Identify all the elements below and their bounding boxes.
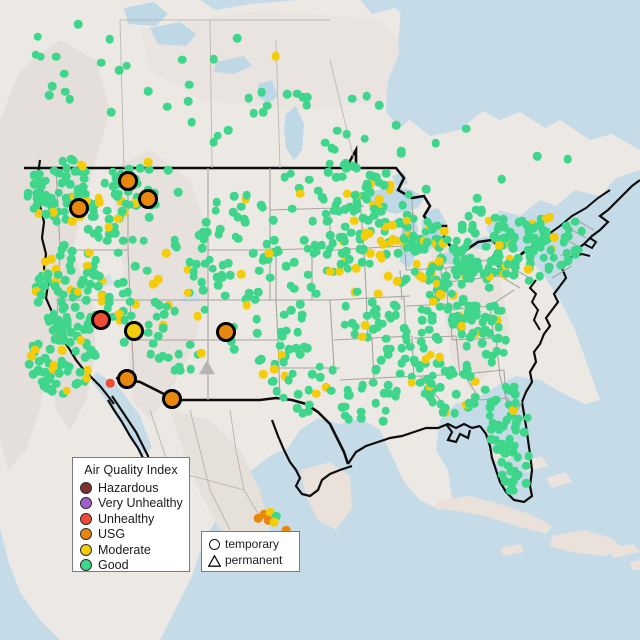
coastline-cape-cod bbox=[583, 237, 598, 250]
legend-item-very-unhealthy[interactable]: Very Unhealthy bbox=[80, 496, 183, 512]
aqi-legend-title: Air Quality Index bbox=[84, 463, 178, 477]
jamaica bbox=[500, 544, 524, 556]
baffin-channel bbox=[546, 44, 596, 96]
station-type-legend: temporary permanent bbox=[201, 531, 300, 572]
swatch-hazardous bbox=[80, 481, 92, 494]
coastline-gulf-mexico bbox=[270, 419, 353, 498]
legend-item-temporary[interactable]: temporary bbox=[207, 536, 294, 552]
reindeer-lake bbox=[258, 80, 278, 104]
legend-label-usg: USG bbox=[98, 527, 126, 541]
aqi-legend: Air Quality Index Hazardous Very Unhealt… bbox=[72, 457, 190, 572]
legend-label-good: Good bbox=[98, 558, 129, 572]
triangle-icon bbox=[207, 554, 221, 567]
circle-icon bbox=[209, 538, 220, 550]
yucatan-coast bbox=[300, 462, 352, 530]
bahamas-c bbox=[546, 472, 572, 488]
swatch-unhealthy bbox=[80, 512, 92, 525]
legend-item-usg[interactable]: USG bbox=[80, 527, 182, 543]
great-slave-lake bbox=[150, 22, 196, 46]
labrador-sea bbox=[596, 0, 640, 62]
coastline-atlantic-se bbox=[520, 285, 561, 403]
lake-winnipeg bbox=[284, 106, 304, 160]
legend-item-permanent[interactable]: permanent bbox=[207, 552, 294, 568]
swatch-very-unhealthy bbox=[80, 497, 92, 510]
legend-item-moderate[interactable]: Moderate bbox=[80, 542, 182, 558]
legend-item-good[interactable]: Good bbox=[80, 558, 182, 574]
legend-label-permanent: permanent bbox=[225, 553, 283, 567]
legend-label-unhealthy: Unhealthy bbox=[98, 511, 155, 526]
lesser-antilles bbox=[630, 560, 640, 570]
terrain-shading-rockies bbox=[110, 150, 210, 420]
hispaniola bbox=[550, 530, 622, 556]
coastline-texas-gulf bbox=[347, 422, 481, 465]
legend-label-hazardous: Hazardous bbox=[98, 480, 159, 495]
cuba bbox=[436, 496, 552, 534]
lake-athabasca bbox=[214, 56, 252, 74]
terrain-shading-mexico bbox=[170, 410, 270, 560]
lake-nipigon bbox=[392, 172, 408, 186]
foxe-basin bbox=[478, 0, 556, 48]
swatch-good bbox=[80, 559, 92, 572]
puerto-rico bbox=[606, 544, 640, 558]
legend-label-moderate: Moderate bbox=[98, 542, 151, 557]
legend-item-hazardous[interactable]: Hazardous bbox=[80, 480, 182, 496]
hudson-bay bbox=[398, 0, 500, 136]
legend-label-very-unhealthy: Very Unhealthy bbox=[98, 496, 183, 510]
hudson-bay-west-arm bbox=[386, 46, 430, 128]
legend-label-temporary: temporary bbox=[225, 537, 280, 551]
swatch-usg bbox=[80, 528, 92, 541]
legend-item-unhealthy[interactable]: Unhealthy bbox=[80, 511, 182, 527]
coastline-chesapeake bbox=[528, 279, 541, 331]
swatch-moderate bbox=[80, 543, 92, 556]
canada-boundaries bbox=[119, 19, 357, 169]
coastline-gulf-st-lawrence bbox=[545, 189, 611, 237]
coastline-louisiana bbox=[445, 423, 472, 444]
